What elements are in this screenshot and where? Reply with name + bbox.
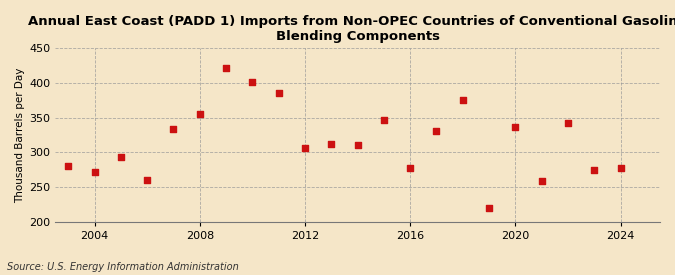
Point <box>194 112 205 116</box>
Point <box>221 65 232 70</box>
Point <box>536 178 547 183</box>
Point <box>352 142 363 147</box>
Point <box>300 145 310 150</box>
Point <box>63 164 74 169</box>
Point <box>142 178 153 182</box>
Point <box>458 98 468 103</box>
Point <box>89 170 100 174</box>
Point <box>589 167 599 172</box>
Point <box>562 120 573 125</box>
Point <box>247 80 258 84</box>
Y-axis label: Thousand Barrels per Day: Thousand Barrels per Day <box>15 67 25 203</box>
Title: Annual East Coast (PADD 1) Imports from Non-OPEC Countries of Conventional Gasol: Annual East Coast (PADD 1) Imports from … <box>28 15 675 43</box>
Point <box>168 127 179 132</box>
Point <box>379 118 389 122</box>
Point <box>431 129 442 133</box>
Point <box>115 155 126 160</box>
Point <box>510 125 521 129</box>
Point <box>326 142 337 146</box>
Point <box>273 90 284 95</box>
Point <box>405 166 416 170</box>
Point <box>484 206 495 210</box>
Text: Source: U.S. Energy Information Administration: Source: U.S. Energy Information Administ… <box>7 262 238 272</box>
Point <box>615 166 626 170</box>
